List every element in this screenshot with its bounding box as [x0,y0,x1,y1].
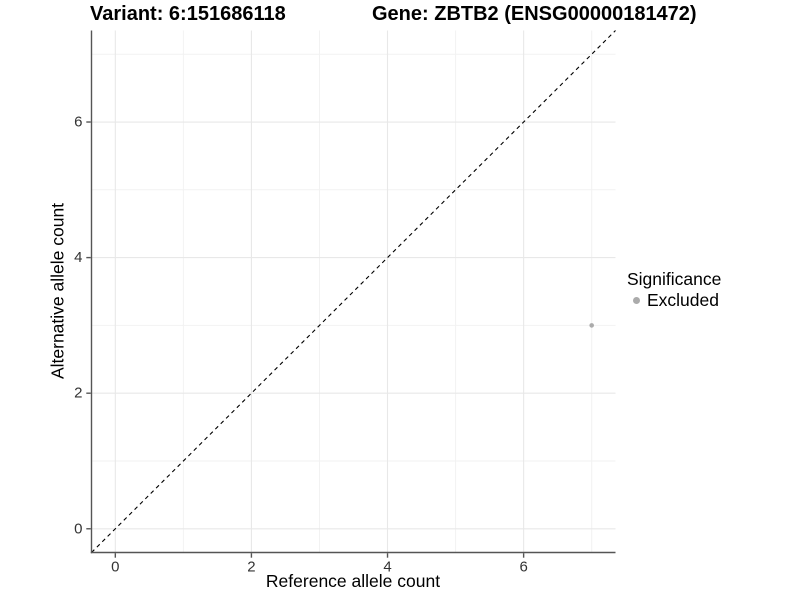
x-tick-label: 2 [247,558,255,575]
legend-key-dot-icon [633,297,640,304]
identity-line [91,30,616,553]
plot-title-gene: Gene: ZBTB2 (ENSG00000181472) [372,3,697,25]
plot-title-variant: Variant: 6:151686118 [90,3,286,25]
legend-title: Significance [627,269,722,289]
legend-item-excluded: Excluded [627,290,721,311]
data-point [589,323,594,328]
y-tick-label: 4 [74,249,82,266]
legend: Significance Excluded [627,269,721,311]
y-tick-label: 0 [74,520,82,537]
x-axis-title: Reference allele count [265,571,441,591]
x-tick-label: 0 [111,558,119,575]
y-tick-label: 6 [74,114,82,131]
x-tick-label: 6 [519,558,527,575]
y-axis-title: Alternative allele count [47,202,68,380]
legend-item-label: Excluded [647,290,719,310]
x-tick-label: 4 [383,558,391,575]
y-tick-label: 2 [74,385,82,402]
